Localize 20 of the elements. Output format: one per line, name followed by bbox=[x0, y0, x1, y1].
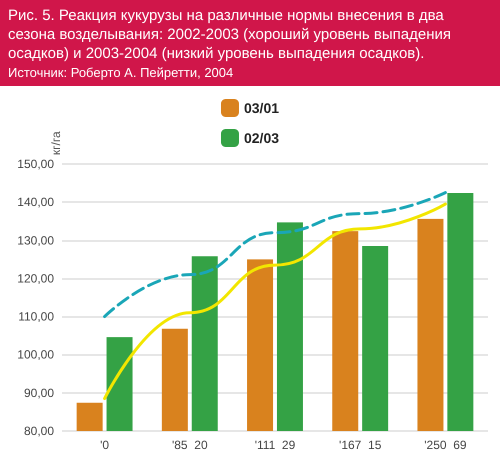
x-tick-label: '111 29 bbox=[254, 438, 296, 452]
chart-title: Рис. 5. Реакция кукурузы на различные нормы внесения в два сезона возделывания: 2002-2003 (хороший уровень выпадения осадков) и 2003-2004 (низкий уровень выпадения осадков). bbox=[8, 6, 452, 63]
y-tick-label: 90,00 bbox=[24, 386, 54, 400]
x-tick-label: '85 20 bbox=[172, 438, 208, 452]
legend-label: 02/03 bbox=[244, 130, 280, 146]
y-tick-label: 110,00 bbox=[18, 310, 54, 324]
y-tick-label: 140,00 bbox=[17, 195, 54, 210]
y-tick-label: 120,00 bbox=[17, 271, 54, 286]
y-tick-label: 100,00 bbox=[17, 348, 54, 362]
y-axis-title: кг/га bbox=[49, 131, 63, 156]
x-tick-label: '167 15 bbox=[339, 438, 382, 452]
line-series bbox=[103, 191, 447, 318]
line-series bbox=[103, 202, 447, 400]
chart-subtitle: Источник: Роберто А. Пейретти, 2004 bbox=[8, 65, 234, 80]
legend-label: 03/01 bbox=[244, 100, 280, 116]
x-tick-label: '0 bbox=[100, 438, 110, 452]
x-tick-label: '250 69 bbox=[424, 438, 467, 452]
y-tick-label: 130,00 bbox=[17, 233, 54, 248]
y-tick-label: 150,00 bbox=[17, 157, 54, 171]
y-tick-label: 80,00 bbox=[24, 424, 54, 438]
